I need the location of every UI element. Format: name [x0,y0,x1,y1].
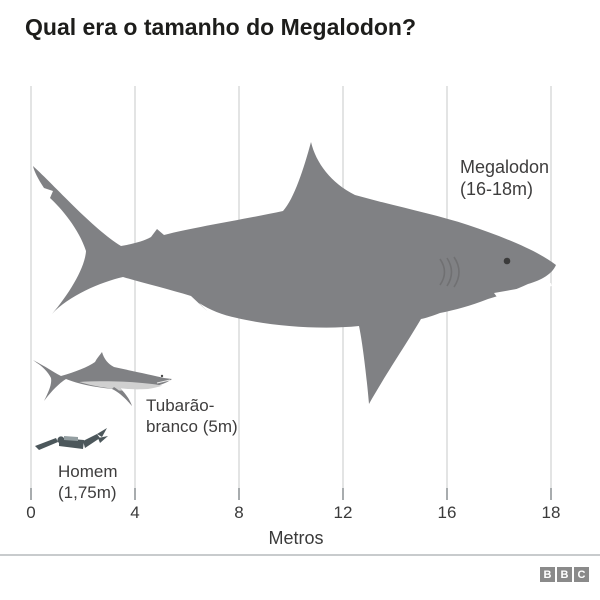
chart-title: Qual era o tamanho do Megalodon? [25,14,417,40]
megalodon-eye [503,257,511,265]
megalodon-label-line1: Megalodon [460,157,550,177]
white-shark-label-line2: branco (5m) [146,417,238,436]
megalodon-mouth [494,283,552,297]
x-tick-8: 8 [234,503,244,522]
human-label-line1: Homem [58,462,118,481]
swimmer-tank [64,436,78,441]
swimmer-arms [35,438,58,450]
human-label-line2: (1,75m) [58,483,117,502]
x-tick-16: 16 [437,503,457,522]
swimmer-fin-lower [98,436,108,443]
swimmer-figure [35,428,108,450]
white-shark-label: Tubarão- branco (5m) [146,395,238,437]
swimmer-legs [83,434,100,448]
swimmer-fin-upper [97,428,107,437]
megalodon-label-line2: (16-18m) [460,179,534,199]
white-shark-eye [160,374,164,378]
bbc-logo-letter-2: B [557,567,572,582]
x-tick-12: 12 [333,503,353,522]
x-tick-18: 18 [541,503,561,522]
x-tick-4: 4 [130,503,140,522]
white-shark-pectoral-fin [112,387,132,406]
human-label: Homem (1,75m) [58,461,118,503]
megalodon-silhouette [33,142,556,404]
footer-divider [0,554,600,556]
axis-ticks [30,488,552,500]
bbc-logo-letter-1: B [540,567,555,582]
megalodon-gills [439,256,460,288]
white-shark-mouth [156,379,171,384]
bbc-logo-letter-3: C [574,567,589,582]
bbc-logo: B B C [540,567,589,582]
x-tick-0: 0 [26,503,36,522]
megalodon-label: Megalodon (16-18m) [460,156,549,200]
x-axis-title: Metros [268,528,324,548]
white-shark-label-line1: Tubarão- [146,396,215,415]
